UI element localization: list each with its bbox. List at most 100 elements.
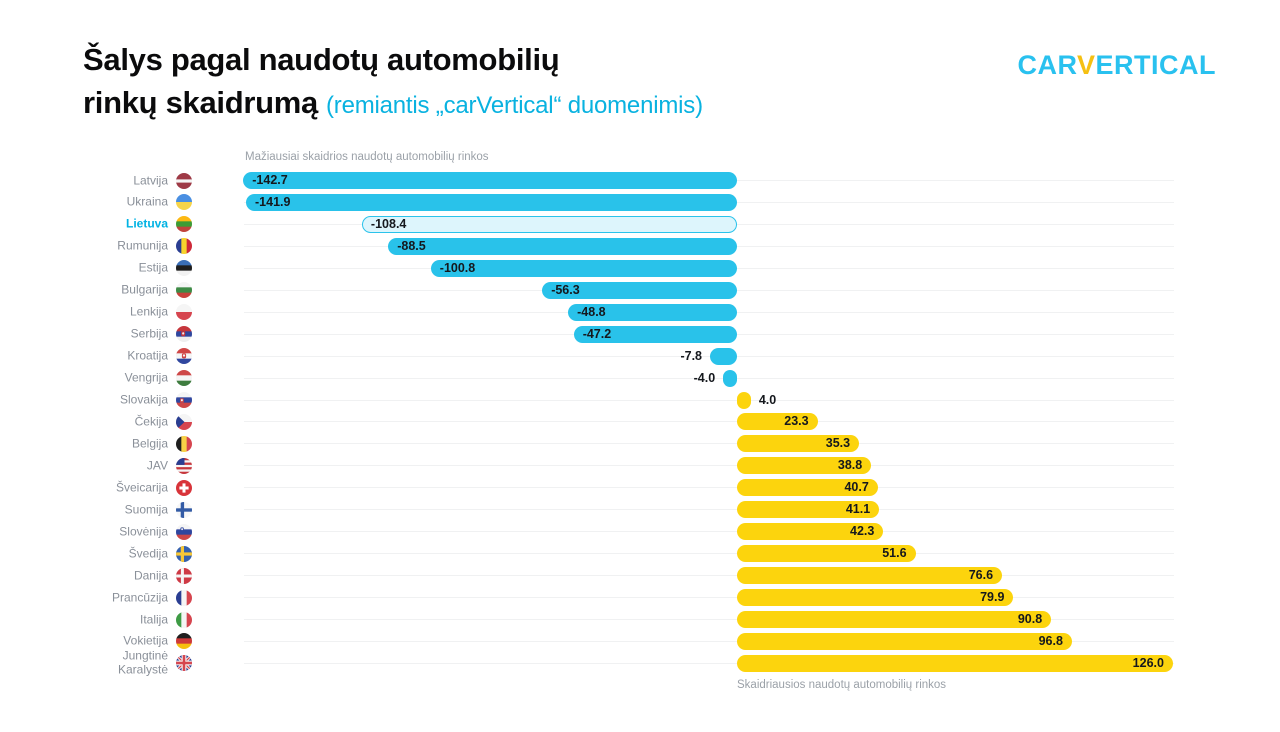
row-gridline (244, 553, 1174, 555)
title-subtitle: (remiantis „carVertical“ duomenimis) (325, 92, 703, 119)
row-gridline (244, 465, 1174, 467)
slovenia-flag-icon (176, 523, 192, 540)
country-label-ukraine: Ukraina (126, 194, 168, 209)
country-label-hungary: Vengrija (124, 370, 168, 385)
latvia-flag-icon (176, 172, 192, 189)
country-label-serbia: Serbija (130, 326, 168, 341)
croatia-flag-icon (176, 348, 192, 365)
czechia-value-label: 23.3 (784, 414, 809, 429)
hungary-value-label: -4.0 (693, 370, 716, 385)
country-label-latvia: Latvija (133, 172, 168, 187)
italy-value-label: 90.8 (1017, 612, 1043, 626)
finland-bar (737, 501, 880, 519)
row-gridline (244, 377, 1174, 379)
country-label-germany: Vokietija (123, 633, 168, 648)
belgium-bar (737, 435, 860, 453)
row-gridline (244, 640, 1174, 642)
logo-v-checkmark-icon: V (1076, 50, 1096, 80)
denmark-bar (737, 567, 1003, 585)
germany-flag-icon (176, 633, 192, 650)
romania-bar (388, 237, 737, 255)
row-gridline (244, 575, 1174, 577)
row-gridline (244, 355, 1174, 357)
france-value-label: 79.9 (980, 590, 1005, 605)
slovenia-value-label: 42.3 (850, 524, 875, 539)
bulgaria-value-label: -56.3 (551, 282, 580, 297)
country-label-belgium: Belgija (131, 436, 168, 451)
sweden-value-label: 51.6 (882, 546, 907, 561)
serbia-value-label: -47.2 (582, 326, 612, 341)
bulgaria-bar (542, 281, 737, 299)
romania-flag-icon (176, 238, 192, 255)
estonia-value-label: -100.8 (439, 260, 476, 275)
belgium-flag-icon (176, 435, 192, 452)
row-gridline (244, 487, 1174, 489)
estonia-flag-icon (176, 260, 192, 277)
country-label-slovakia: Slovakija (119, 392, 168, 407)
country-label-lithuania: Lietuva (125, 216, 168, 231)
ukraine-bar (246, 193, 737, 211)
carvertical-logo: CARVERTICAL (1017, 50, 1216, 81)
ukraine-flag-icon (176, 194, 192, 211)
usa-value-label: 38.8 (837, 458, 863, 473)
row-gridline (244, 531, 1174, 533)
finland-flag-icon (176, 501, 192, 518)
czechia-bar (737, 413, 818, 431)
slovakia-bar (737, 391, 751, 409)
row-gridline (244, 421, 1174, 423)
czechia-flag-icon (176, 413, 192, 430)
latvia-value-label: -142.7 (252, 173, 288, 187)
germany-bar (737, 632, 1072, 650)
row-gridline (244, 619, 1174, 620)
logo-car-text: CAR (1017, 50, 1077, 80)
denmark-flag-icon (176, 567, 192, 584)
serbia-bar (573, 325, 737, 343)
italy-flag-icon (176, 611, 192, 628)
poland-value-label: -48.8 (577, 304, 606, 319)
sweden-flag-icon (176, 545, 192, 562)
usa-bar (737, 457, 872, 475)
country-label-usa: JAV (146, 458, 168, 473)
denmark-value-label: 76.6 (968, 568, 994, 583)
country-label-bulgaria: Bulgarija (121, 282, 168, 297)
hungary-bar (723, 369, 737, 387)
country-label-croatia: Kroatija (127, 348, 168, 363)
romania-value-label: -88.5 (397, 238, 426, 253)
country-label-czechia: Čekija (134, 414, 168, 429)
switzerland-flag-icon (176, 479, 192, 496)
row-gridline (244, 509, 1174, 511)
slovakia-value-label: 4.0 (758, 392, 777, 407)
switzerland-value-label: 40.7 (844, 480, 869, 495)
row-gridline (244, 597, 1174, 599)
france-bar (737, 589, 1014, 607)
lithuania-bar (361, 215, 737, 233)
lithuania-value-label: -108.4 (370, 216, 407, 231)
country-label-italy: Italija (139, 611, 168, 626)
sweden-bar (737, 545, 916, 563)
serbia-flag-icon (176, 326, 192, 343)
hungary-flag-icon (176, 370, 192, 387)
title-line-2: rinkų skaidrumą (remiantis „carVertical“ … (83, 85, 703, 120)
country-label-sweden: Švedija (128, 545, 168, 560)
axis-annotation-top: Mažiausiai skaidrios naudotų automobilių… (245, 151, 489, 163)
united-kingdom-bar (737, 654, 1173, 672)
italy-bar (737, 611, 1052, 628)
germany-value-label: 96.8 (1038, 633, 1063, 648)
bulgaria-flag-icon (176, 282, 192, 299)
page-title: Šalys pagal naudotų automobilių rinkų sk… (83, 38, 703, 127)
row-gridline (244, 399, 1174, 401)
country-label-romania: Rumunija (117, 238, 168, 253)
country-label-slovenia: Slovėnija (119, 523, 168, 538)
country-label-poland: Lenkija (129, 304, 168, 319)
latvia-bar (243, 172, 737, 189)
country-label-switzerland: Šveicarija (115, 480, 168, 495)
croatia-bar (710, 347, 737, 365)
poland-bar (568, 303, 737, 321)
switzerland-bar (737, 479, 878, 497)
slovakia-flag-icon (176, 392, 192, 408)
united-kingdom-flag-icon (176, 655, 192, 672)
ukraine-value-label: -141.9 (255, 194, 291, 209)
france-flag-icon (176, 589, 192, 606)
